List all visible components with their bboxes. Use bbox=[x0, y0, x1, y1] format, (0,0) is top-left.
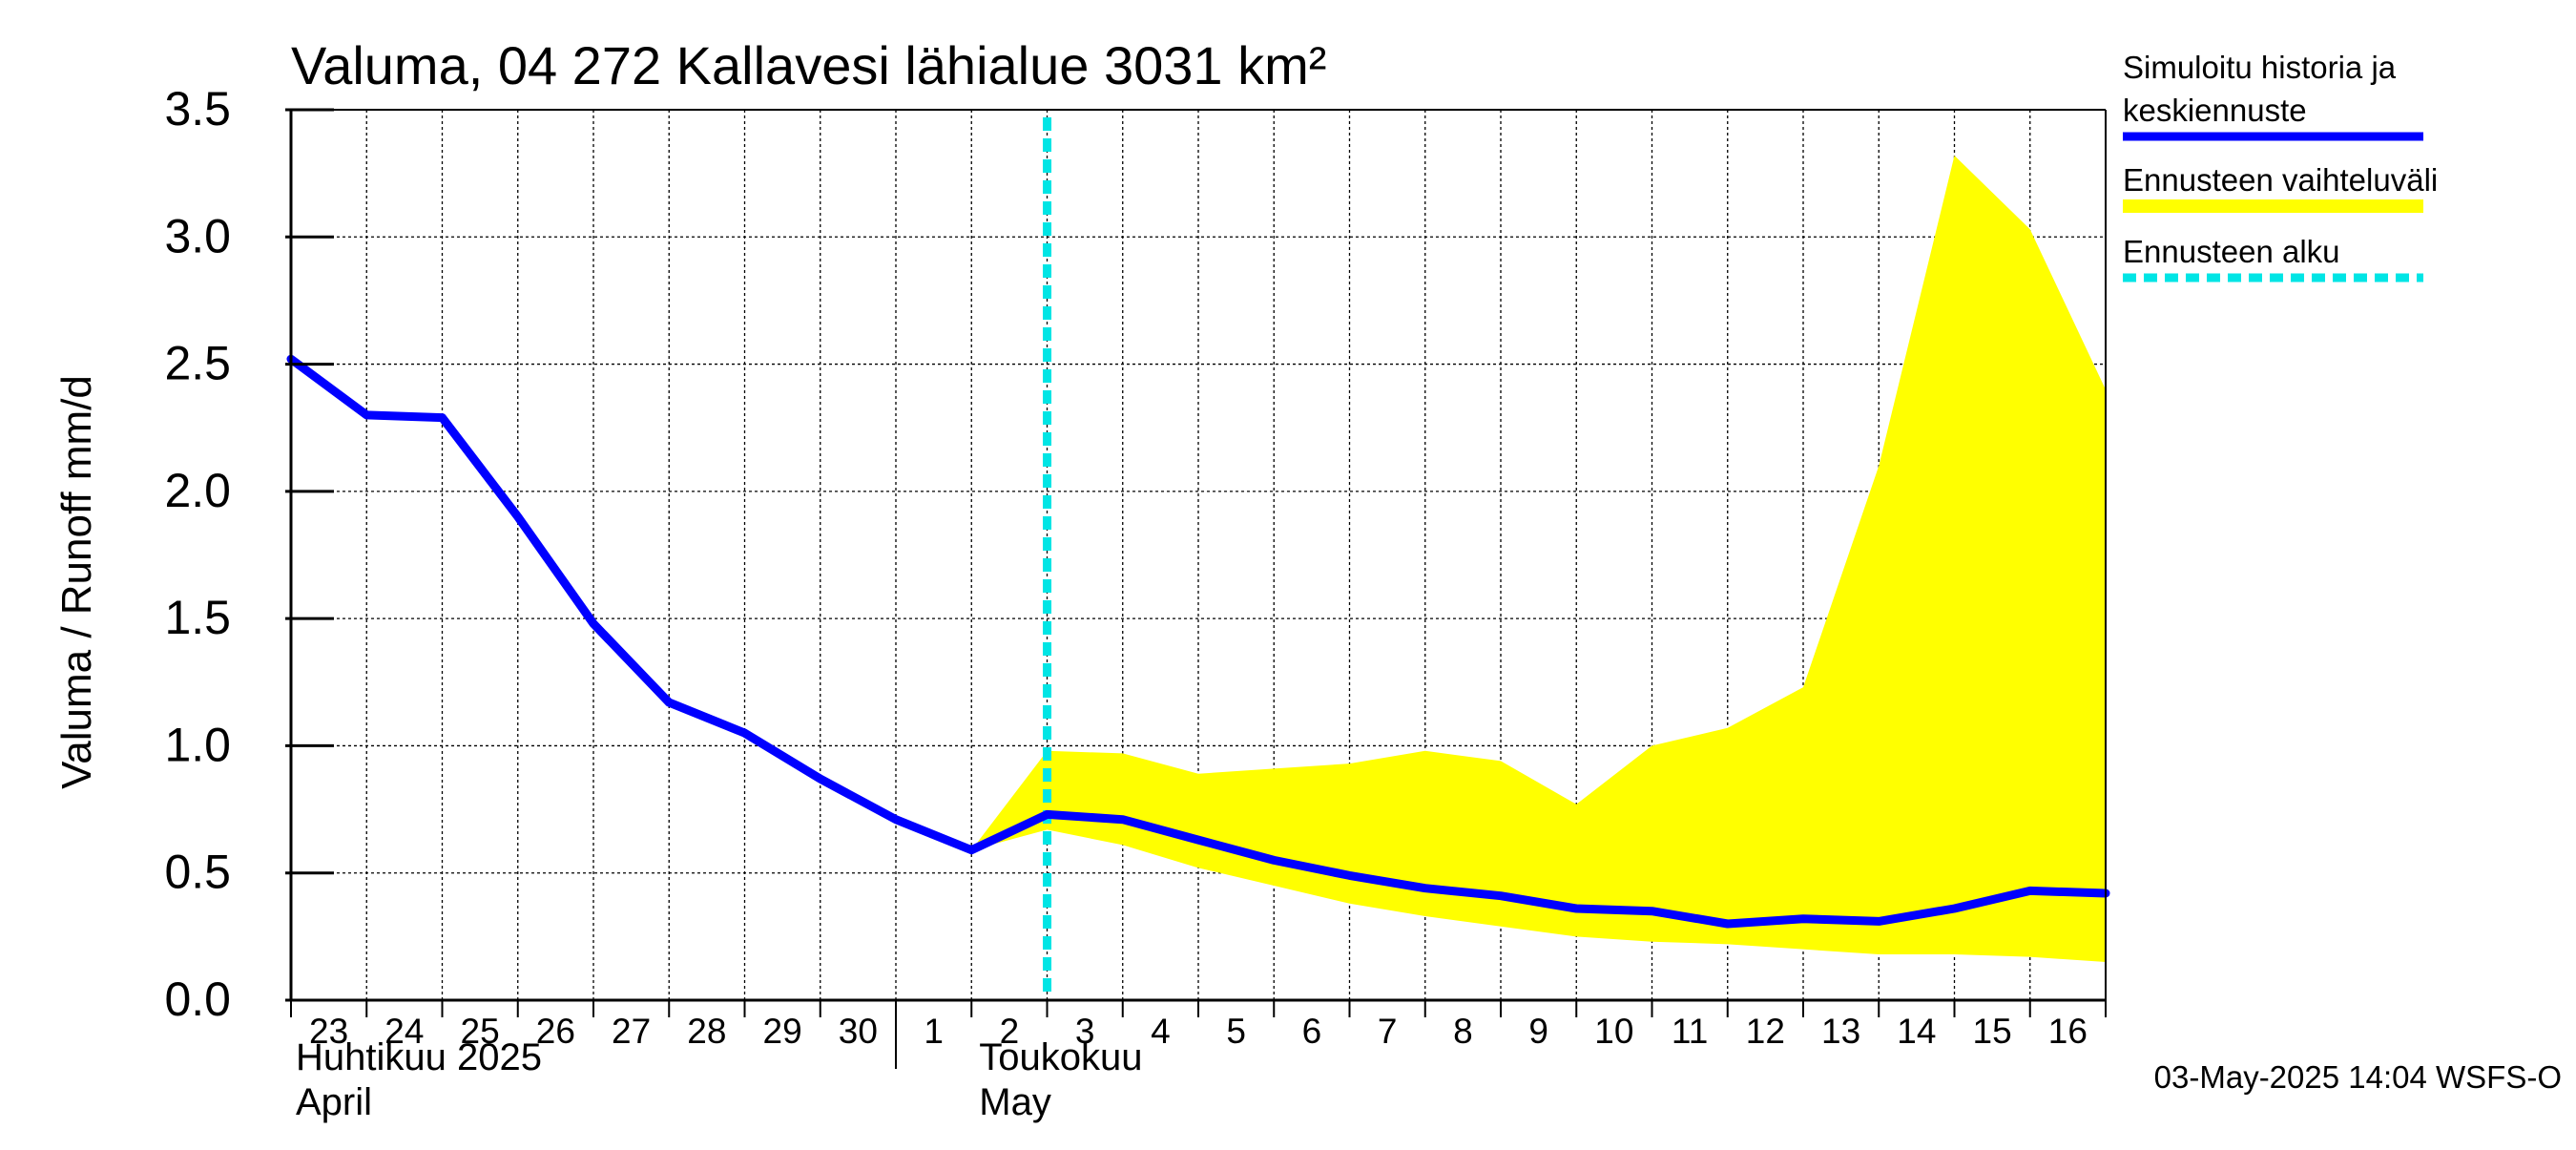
x-tick-label: 29 bbox=[763, 1012, 802, 1051]
x-tick-label: 23 bbox=[309, 1012, 348, 1051]
month-label-en: April bbox=[296, 1081, 372, 1123]
x-tick-label: 9 bbox=[1528, 1012, 1548, 1051]
x-tick-label: 1 bbox=[924, 1012, 944, 1051]
month-label-en: May bbox=[979, 1081, 1051, 1123]
x-tick-label: 24 bbox=[384, 1012, 424, 1051]
y-tick-label: 3.5 bbox=[164, 82, 231, 136]
x-tick-label: 7 bbox=[1378, 1012, 1398, 1051]
x-tick-label: 6 bbox=[1302, 1012, 1322, 1051]
y-tick-label: 2.5 bbox=[164, 337, 231, 390]
legend-label: keskiennuste bbox=[2123, 93, 2307, 128]
x-tick-label: 28 bbox=[687, 1012, 726, 1051]
month-label-fi: Huhtikuu 2025 bbox=[296, 1036, 542, 1078]
x-tick-label: 5 bbox=[1226, 1012, 1246, 1051]
x-tick-label: 16 bbox=[2048, 1012, 2088, 1051]
x-tick-label: 14 bbox=[1897, 1012, 1936, 1051]
series-layer bbox=[286, 354, 2110, 929]
legend-label: Ennusteen vaihteluväli bbox=[2123, 162, 2438, 198]
legend-label: Ennusteen alku bbox=[2123, 234, 2340, 269]
x-tick-label: 11 bbox=[1672, 1012, 1708, 1051]
x-tick-label: 8 bbox=[1453, 1012, 1473, 1051]
chart-title: Valuma, 04 272 Kallavesi lähialue 3031 k… bbox=[291, 35, 1326, 95]
x-tick-label: 2 bbox=[1000, 1012, 1020, 1051]
legend-label: Simuloitu historia ja bbox=[2123, 50, 2397, 85]
x-tick-label: 30 bbox=[839, 1012, 878, 1051]
x-tick-label: 4 bbox=[1151, 1012, 1171, 1051]
y-tick-label: 0.5 bbox=[164, 846, 231, 899]
timestamp-footer: 03-May-2025 14:04 WSFS-O bbox=[2154, 1059, 2562, 1095]
y-tick-label: 1.0 bbox=[164, 718, 231, 771]
forecast-range-band-layer bbox=[971, 155, 2106, 963]
y-tick-label: 0.0 bbox=[164, 972, 231, 1026]
y-tick-label: 1.5 bbox=[164, 591, 231, 644]
forecast-range-band bbox=[971, 155, 2106, 963]
x-tick-label: 3 bbox=[1075, 1012, 1095, 1051]
y-axis-label: Valuma / Runoff mm/d bbox=[53, 375, 100, 789]
x-tick-label: 25 bbox=[461, 1012, 500, 1051]
mean-forecast-line bbox=[286, 354, 2110, 929]
legend: Simuloitu historia ja keskiennuste Ennuste… bbox=[2123, 50, 2438, 282]
x-tick-label: 12 bbox=[1746, 1012, 1785, 1051]
month-label-fi: Toukokuu bbox=[979, 1036, 1142, 1078]
x-tick-label: 10 bbox=[1594, 1012, 1633, 1051]
y-tick-label: 3.0 bbox=[164, 209, 231, 262]
x-tick-label: 13 bbox=[1821, 1012, 1860, 1051]
x-tick-labels: 23 24 25 26 27 28 29 30 1 2 3 4 5 6 7 8 9 10 11 12 13 14 15 16 bbox=[290, 1000, 2107, 1051]
x-tick-label: 26 bbox=[536, 1012, 575, 1051]
x-tick-label: 27 bbox=[612, 1012, 651, 1051]
x-tick-label: 15 bbox=[1973, 1012, 2012, 1051]
y-tick-labels: 0.0 0.5 1.0 1.5 2.0 2.5 3.0 3.5 bbox=[164, 82, 334, 1026]
y-tick-label: 2.0 bbox=[164, 464, 231, 517]
